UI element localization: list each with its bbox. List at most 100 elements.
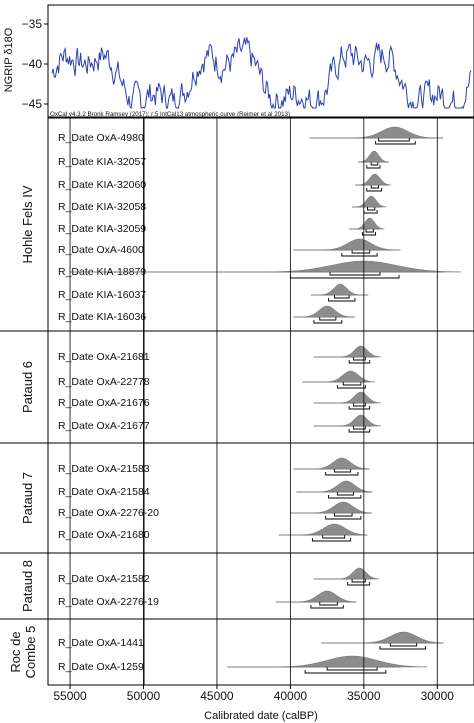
probability-distribution [340,345,381,358]
hpd68-bracket [353,403,366,407]
ngrip-curve [51,37,472,110]
ngrip-tick-label: −40 [22,57,43,71]
date-label: R_Date OxA-1441 [58,637,144,649]
date-row: R_Date KIA-16037 [58,283,369,302]
ngrip-ylabel: NGRIP δ18O [3,27,15,92]
hpd95-bracket [311,538,352,542]
date-row: R_Date KIA-32057 [58,150,389,169]
date-row: R_Date OxA-21681 [58,345,381,364]
hpd68-bracket [378,138,410,142]
date-label: R_Date OxA-2276-20 [58,507,159,519]
x-tick-label: 50000 [127,689,161,703]
hpd68-bracket [333,295,350,299]
hpd68-bracket [370,162,379,166]
site-group: Pataud 8 R_Date OxA-21582 R_Date OxA-2276-… [0,552,474,619]
date-row: R_Date OxA-21582 [58,567,380,586]
date-label: R_Date KIA-16036 [58,311,146,323]
probability-distribution [340,391,381,404]
date-label: R_Date OxA-21680 [58,529,150,541]
hpd95-bracket [348,429,371,433]
date-label: R_Date KIA-32059 [58,223,146,235]
ngrip-tick-label: −45 [22,97,43,111]
date-label: R_Date KIA-32060 [58,179,146,191]
date-row: R_Date OxA-21584 [58,480,373,499]
date-label: R_Date KIA-16037 [58,289,146,301]
ngrip-panel: NGRIP δ18O −35 −40 −45 OxCal v4.3.2 Bronk … [3,4,474,118]
date-label: R_Date OxA-22778 [58,376,150,388]
hpd68-bracket [342,382,362,386]
hpd95-bracket [348,360,371,364]
probability-distribution [314,501,373,514]
date-row: R_Date KIA-32058 [58,195,387,214]
hpd68-bracket [322,535,346,539]
hpd68-bracket [319,602,338,606]
hpd95-bracket [325,472,359,476]
probability-distribution [320,283,361,296]
probability-distribution [339,567,380,580]
hpd95-bracket [379,646,426,650]
hpd95-bracket [347,582,371,586]
ngrip-y-ticks: −35 −40 −45 [22,17,48,111]
hpd95-bracket [328,298,356,302]
probability-distribution [298,590,356,603]
date-label: R_Date KIA-32057 [58,156,146,168]
group-name: Pataud 8 [20,560,35,612]
x-gridlines [69,118,438,685]
date-row: R_Date KIA-18879 [58,260,462,279]
hpd95-bracket [375,141,416,145]
site-group: Pataud 6 R_Date OxA-21681 R_Date OxA-22778… [0,330,474,443]
hpd95-bracket [361,232,377,236]
hpd95-bracket [313,320,343,324]
group-name-line: Roc de [8,631,23,672]
date-row: R_Date OxA-2276-19 [58,590,357,609]
group-name: Pataud 7 [20,472,35,524]
date-label: R_Date OxA-21681 [58,351,150,363]
hpd95-bracket [341,253,378,257]
hpd68-bracket [333,469,352,473]
hpd68-bracket [389,643,418,647]
hpd68-bracket [329,272,381,276]
hpd95-bracket [348,406,371,410]
dates-panel: Hohle Fels IV R_Date OxA-4980 R_Date KIA-3… [0,117,474,722]
hpd68-bracket [353,357,366,361]
hpd68-bracket [367,207,376,211]
date-row: R_Date OxA-4980 [58,126,444,145]
probability-distribution [340,414,381,427]
hpd95-bracket [366,165,381,169]
probability-distribution [354,217,385,230]
hpd95-bracket [366,188,382,192]
hpd68-bracket [333,513,353,517]
date-row: R_Date OxA-21677 [58,414,381,433]
probability-distribution [302,305,352,318]
x-axis-ticks: 55000 50000 45000 40000 35000 30000 [53,685,454,703]
hpd68-bracket [353,426,366,430]
date-row: R_Date OxA-1441 [58,631,444,650]
probability-distribution [315,457,369,470]
x-tick-label: 40000 [274,689,308,703]
x-tick-label: 30000 [421,689,455,703]
date-label: R_Date OxA-2276-19 [58,596,159,608]
date-label: R_Date OxA-21584 [58,486,150,498]
date-label: R_Date OxA-21582 [58,573,150,585]
date-row: R_Date KIA-32060 [58,173,391,192]
date-label: R_Date OxA-21676 [58,397,150,409]
date-label: R_Date OxA-4600 [58,244,144,256]
date-row: R_Date KIA-32059 [58,217,385,236]
probability-distribution [359,150,389,163]
site-group: Roc deCombe 5 R_Date OxA-1441 R_Date OxA-1… [0,618,474,685]
group-name-line: Combe 5 [23,626,38,679]
hpd68-bracket [336,492,354,496]
date-row: R_Date OxA-22778 [58,370,376,389]
probability-distribution [363,631,444,644]
site-group: Hohle Fels IV R_Date OxA-4980 R_Date KIA-3… [20,118,462,331]
site-group: Pataud 7 R_Date OxA-21583 R_Date OxA-21584… [0,442,474,553]
group-name: Roc deCombe 5 [8,626,38,679]
probability-distribution [355,195,387,208]
probability-distribution [326,370,376,383]
date-row: R_Date OxA-4600 [58,238,401,257]
date-label: R_Date KIA-32058 [58,201,146,213]
hpd68-bracket [370,185,379,189]
date-label: R_Date OxA-4980 [58,132,144,144]
date-row: R_Date OxA-21676 [58,391,381,410]
